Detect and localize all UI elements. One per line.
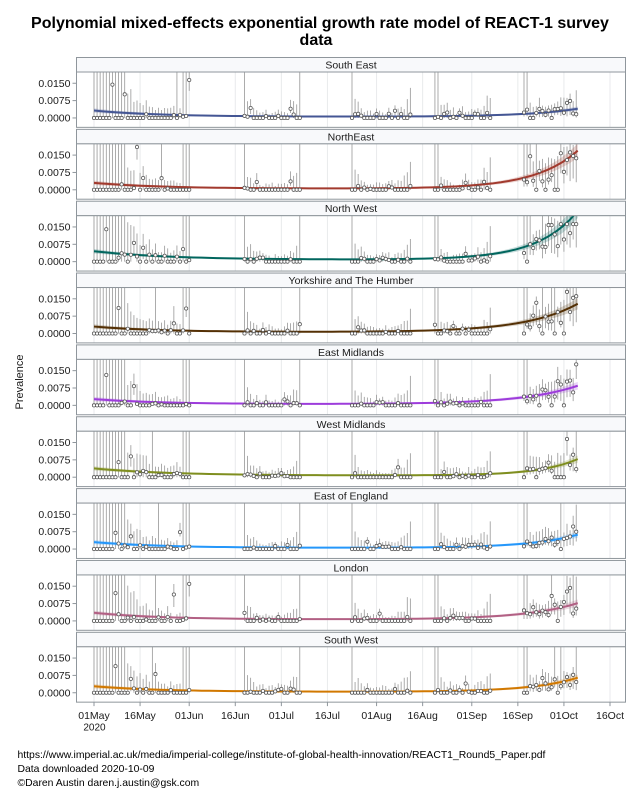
svg-text:01Aug: 01Aug (361, 710, 392, 722)
svg-text:0.0150: 0.0150 (38, 509, 70, 521)
svg-text:0.0150: 0.0150 (38, 365, 70, 377)
svg-text:16Oct: 16Oct (596, 710, 624, 722)
svg-text:0.0150: 0.0150 (38, 78, 70, 90)
svg-text:0.0075: 0.0075 (38, 526, 70, 538)
svg-text:16Jul: 16Jul (315, 710, 340, 722)
svg-text:01Sep: 01Sep (457, 710, 488, 722)
svg-text:0.0150: 0.0150 (38, 581, 70, 593)
svg-text:North West: North West (325, 203, 377, 215)
svg-text:16Sep: 16Sep (503, 710, 534, 722)
svg-text:0.0000: 0.0000 (38, 328, 70, 340)
svg-text:East Midlands: East Midlands (318, 347, 384, 359)
svg-text:0.0075: 0.0075 (38, 311, 70, 323)
svg-text:0.0075: 0.0075 (38, 598, 70, 610)
svg-text:2020: 2020 (83, 723, 106, 734)
svg-text:data: data (300, 32, 333, 49)
svg-text:01May: 01May (78, 710, 110, 722)
svg-text:0.0000: 0.0000 (38, 112, 70, 124)
svg-text:0.0075: 0.0075 (38, 383, 70, 395)
svg-text:South West: South West (324, 634, 378, 646)
svg-text:Yorkshire and The Humber: Yorkshire and The Humber (289, 275, 414, 287)
svg-text:0.0150: 0.0150 (38, 653, 70, 665)
svg-text:16May: 16May (124, 710, 156, 722)
svg-text:0.0075: 0.0075 (38, 454, 70, 466)
svg-text:0.0075: 0.0075 (38, 239, 70, 251)
svg-text:0.0000: 0.0000 (38, 544, 70, 556)
svg-text:0.0150: 0.0150 (38, 150, 70, 162)
svg-text:16Aug: 16Aug (407, 710, 438, 722)
svg-text:01Oct: 01Oct (550, 710, 578, 722)
svg-text:0.0075: 0.0075 (38, 167, 70, 179)
svg-text:0.0000: 0.0000 (38, 687, 70, 699)
svg-text:0.0000: 0.0000 (38, 400, 70, 412)
svg-text:0.0150: 0.0150 (38, 437, 70, 449)
svg-text:West Midlands: West Midlands (317, 419, 386, 431)
svg-text:East of England: East of England (314, 491, 388, 503)
svg-text:0.0000: 0.0000 (38, 256, 70, 268)
svg-text:Data downloaded 2020-10-09: Data downloaded 2020-10-09 (18, 764, 155, 775)
svg-text:0.0000: 0.0000 (38, 472, 70, 484)
svg-text:NorthEast: NorthEast (328, 131, 375, 143)
svg-text:0.0000: 0.0000 (38, 615, 70, 627)
svg-text:https://www.imperial.ac.uk/med: https://www.imperial.ac.uk/media/imperia… (18, 750, 546, 761)
svg-text:0.0150: 0.0150 (38, 221, 70, 233)
svg-text:01Jun: 01Jun (175, 710, 204, 722)
svg-text:16Jun: 16Jun (221, 710, 250, 722)
svg-text:0.0075: 0.0075 (38, 670, 70, 682)
svg-text:0.0000: 0.0000 (38, 184, 70, 196)
svg-text:0.0075: 0.0075 (38, 95, 70, 107)
svg-text:London: London (333, 562, 368, 574)
svg-text:Prevalence: Prevalence (14, 354, 26, 409)
svg-text:Polynomial mixed-effects expon: Polynomial mixed-effects exponential gro… (31, 15, 609, 32)
svg-text:South East: South East (325, 60, 376, 72)
svg-text:0.0150: 0.0150 (38, 293, 70, 305)
svg-text:©Daren Austin daren.j.austin@g: ©Daren Austin daren.j.austin@gsk.com (18, 778, 200, 789)
svg-text:01Jul: 01Jul (269, 710, 294, 722)
